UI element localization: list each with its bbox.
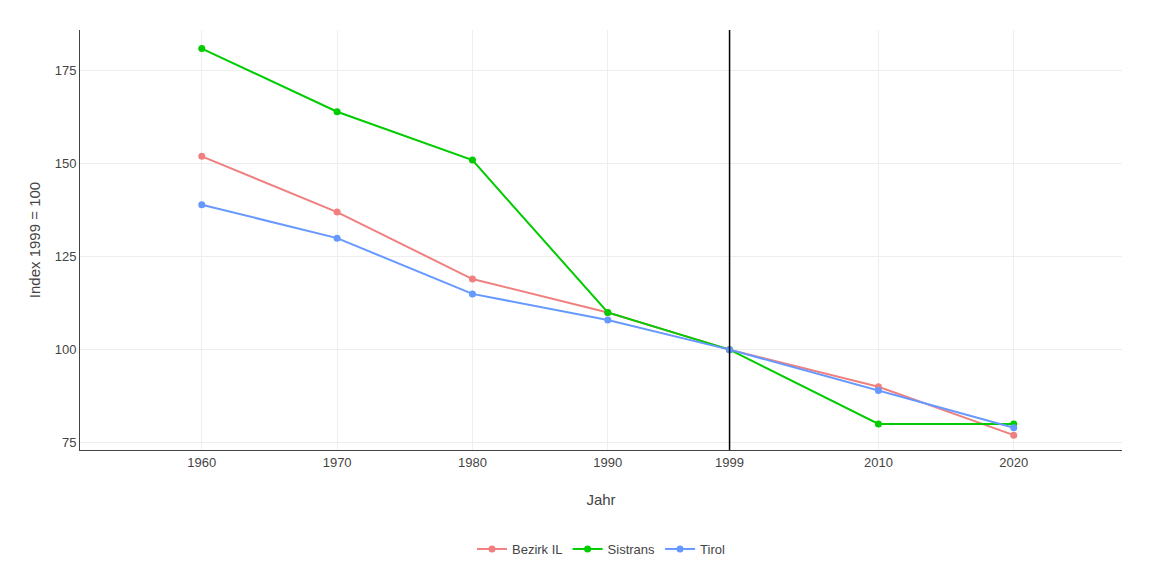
svg-text:150: 150 (55, 156, 77, 171)
svg-text:100: 100 (55, 342, 77, 357)
svg-text:Index 1999 = 100: Index 1999 = 100 (26, 182, 43, 298)
svg-text:Jahr: Jahr (586, 491, 615, 508)
svg-text:Bezirk IL: Bezirk IL (512, 542, 563, 557)
svg-text:1999: 1999 (715, 455, 744, 470)
svg-text:1990: 1990 (593, 455, 622, 470)
svg-text:75: 75 (62, 435, 76, 450)
svg-text:1970: 1970 (323, 455, 352, 470)
svg-text:2010: 2010 (864, 455, 893, 470)
svg-text:175: 175 (55, 63, 77, 78)
svg-text:1980: 1980 (458, 455, 487, 470)
svg-text:1960: 1960 (187, 455, 216, 470)
svg-text:125: 125 (55, 249, 77, 264)
svg-text:2020: 2020 (999, 455, 1028, 470)
svg-text:Sistrans: Sistrans (608, 542, 655, 557)
svg-text:Tirol: Tirol (700, 542, 725, 557)
